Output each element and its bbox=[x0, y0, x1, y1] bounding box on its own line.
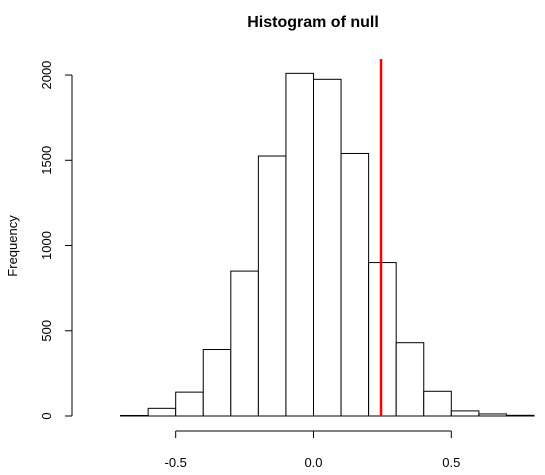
chart-title: Histogram of null bbox=[247, 14, 379, 31]
y-axis: 0 500 1000 1500 2000 bbox=[39, 61, 73, 420]
histogram-bar bbox=[175, 391, 204, 417]
histogram-bar bbox=[395, 342, 425, 417]
histogram-bar bbox=[423, 390, 452, 417]
histogram-bar bbox=[368, 262, 397, 417]
y-tick-label: 1500 bbox=[39, 146, 54, 175]
histogram-bar bbox=[120, 414, 149, 417]
x-tick-label: -0.5 bbox=[164, 455, 186, 470]
histogram-bar bbox=[202, 349, 232, 417]
histogram-bar bbox=[147, 407, 177, 417]
y-tick-label: 0 bbox=[39, 412, 54, 419]
y-tick-label: 1000 bbox=[39, 231, 54, 260]
histogram-bar bbox=[230, 270, 259, 417]
histogram-bar bbox=[313, 78, 342, 417]
histogram-bar bbox=[285, 72, 315, 417]
y-axis-label: Frequency bbox=[5, 215, 20, 277]
y-tick-label: 2000 bbox=[39, 61, 54, 90]
x-tick-label: 0.0 bbox=[304, 455, 322, 470]
x-axis: -0.5 0.0 0.5 bbox=[164, 430, 460, 470]
histogram-bar bbox=[505, 414, 535, 417]
histogram-bar bbox=[450, 410, 480, 417]
histogram-bar bbox=[478, 413, 507, 417]
bars-group bbox=[120, 72, 535, 417]
histogram-bar bbox=[340, 152, 370, 417]
histogram-bar bbox=[257, 155, 287, 417]
x-tick-label: 0.5 bbox=[442, 455, 460, 470]
y-tick-label: 500 bbox=[39, 320, 54, 342]
